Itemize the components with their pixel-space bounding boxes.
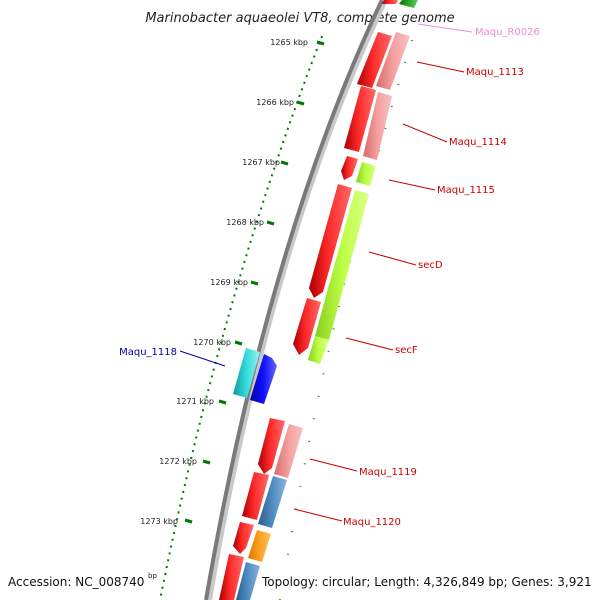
axis-tick-label: 1270 kbp (193, 338, 231, 347)
accession-label: Accession: NC_008740 (8, 575, 145, 589)
gene-maqu-1115[interactable] (356, 162, 376, 186)
backbone-shadow (206, 0, 388, 600)
connector-line (416, 61, 465, 73)
connector-line (417, 23, 473, 33)
gene-arrow[interactable] (357, 32, 392, 88)
gene-arrow[interactable] (309, 184, 352, 298)
axis-tick (266, 220, 275, 226)
axis-tick (234, 340, 243, 346)
gene-arrow[interactable] (293, 298, 321, 355)
gene-label-maqu-1114[interactable]: Maqu_1114 (449, 137, 507, 148)
outer-track-dots (279, 39, 413, 600)
axis-tick-label: 1267 kbp (242, 158, 280, 167)
axis-tick (296, 100, 305, 106)
axis-tick (250, 280, 259, 286)
connector-line (402, 123, 448, 143)
outer-gene-track (236, 0, 418, 600)
axis-tick (202, 459, 211, 465)
axis-dotted-line (159, 35, 323, 600)
connector-line (179, 350, 226, 367)
axis-tick-label: 1269 kbp (210, 278, 248, 287)
axis-tick-label: 1266 kbp (256, 98, 294, 107)
gene-label-secd[interactable]: secD (418, 260, 443, 271)
gene-arrow[interactable] (341, 156, 358, 180)
axis-tick (280, 160, 289, 166)
gene-maqu-1118[interactable] (233, 348, 260, 398)
axis-tick-labels: 1265 kbp 1266 kbp 1267 kbp 1268 kbp 1269… (140, 38, 308, 526)
axis-tick (184, 518, 193, 524)
inner-gene-track (233, 348, 277, 404)
gene-label-maqu-1115[interactable]: Maqu_1115 (437, 185, 495, 196)
connector-line (309, 458, 358, 472)
gene-orange[interactable] (248, 530, 271, 562)
axis-tick-label: 1265 kbp (270, 38, 308, 47)
axis-ticks (184, 40, 325, 524)
label-connectors (179, 23, 473, 522)
axis-tick-label: 1273 kbp (140, 517, 178, 526)
axis-tick-label: 1272 kbp (159, 457, 197, 466)
gene-secf[interactable] (308, 336, 329, 364)
gene-label-maqu-1119[interactable]: Maqu_1119 (359, 467, 417, 478)
gene-blue[interactable] (250, 354, 277, 404)
axis-partial-label: bp (148, 572, 157, 580)
axis-tick (218, 399, 227, 405)
gene-arrow[interactable] (233, 522, 254, 554)
gene-label-maqu-1113[interactable]: Maqu_1113 (466, 67, 524, 78)
gene-maqu-1119[interactable] (274, 424, 303, 478)
topology-label: Topology: circular; Length: 4,326,849 bp… (262, 575, 592, 589)
gene-maqu-1120[interactable] (258, 476, 287, 528)
gene-maqu-1114[interactable] (363, 92, 392, 160)
gene-maqu-1113[interactable] (376, 32, 410, 90)
map-title: Marinobacter aquaeolei VT8, complete gen… (145, 11, 454, 26)
connector-line (388, 179, 436, 191)
axis-tick (316, 40, 325, 46)
axis-tick-label: 1271 kbp (176, 397, 214, 406)
gene-labels: Maqu_R0026 Maqu_1113 Maqu_1114 Maqu_1115… (119, 27, 540, 528)
gene-steelblue-bottom[interactable] (236, 562, 260, 600)
gene-label-maqu-r0026[interactable]: Maqu_R0026 (475, 27, 540, 38)
gene-maqu-r0026[interactable] (399, 0, 418, 8)
connector-line (345, 337, 394, 351)
gene-label-maqu-1120[interactable]: Maqu_1120 (343, 517, 401, 528)
cds-track (219, 0, 398, 600)
connector-line (293, 508, 343, 522)
gene-label-maqu-1118[interactable]: Maqu_1118 (119, 347, 177, 358)
gene-secd[interactable] (315, 190, 369, 340)
gene-label-secf[interactable]: secF (395, 345, 418, 356)
connector-line (368, 251, 417, 266)
axis-tick-label: 1268 kbp (226, 218, 264, 227)
gene-arrow[interactable] (242, 472, 269, 520)
gene-arrow[interactable] (344, 86, 376, 152)
backbone-ring (204, 0, 384, 600)
gene-arrow[interactable] (258, 418, 285, 474)
gene-arrow[interactable] (382, 0, 398, 4)
gene-arrow[interactable] (219, 554, 244, 600)
